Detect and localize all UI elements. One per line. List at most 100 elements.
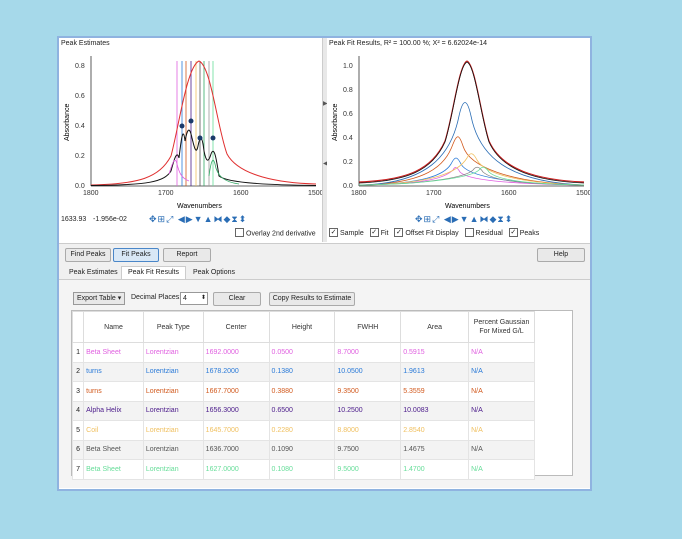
cell-center[interactable]: 1692.0000 [202,342,270,363]
hourglass-icon[interactable]: ⧗ [497,214,505,224]
header-fwhh[interactable]: FWHH [334,311,402,343]
cell-percent-gaussian[interactable]: N/A [468,342,535,363]
pan-icon[interactable]: ✥ [149,214,158,224]
export-table-dropdown[interactable]: Export Table ▾ [73,292,126,305]
zoom-fit-icon[interactable]: ⤢ [166,214,175,224]
table-row[interactable]: 4 Alpha Helix Lorentzian 1656.3000 0.6500 10.… [71,400,535,421]
expand-y-icon[interactable]: ⬍ [504,214,514,224]
table-row[interactable]: 3 turns Lorentzian 1667.7000 0.3880 9.3500 5.3… [71,381,535,402]
cell-percent-gaussian[interactable]: N/A [468,400,535,421]
find-peaks-button[interactable]: Find Peaks [65,248,111,262]
cell-fwhh[interactable]: 8.7000 [334,342,402,363]
fit-check[interactable]: ✓ [369,228,379,237]
cell-name[interactable]: Beta Sheet [83,342,144,363]
cell-area[interactable]: 5.3559 [400,381,470,402]
cell-peak-type[interactable]: Lorentzian [142,400,204,421]
splitter-arrow-right-icon[interactable]: ▶ [323,101,328,107]
arrow-up-icon[interactable]: ▲ [469,214,480,224]
expand-x-icon[interactable]: ⧓ [213,214,224,224]
offset-check[interactable]: ✓ [394,228,404,237]
cell-percent-gaussian[interactable]: N/A [468,420,535,441]
arrow-right-icon[interactable]: ▶ [451,214,460,224]
cell-center[interactable]: 1645.7000 [202,420,270,441]
checkbox-offset[interactable]: ✓ Offset Fit Display [394,228,459,237]
cell-center[interactable]: 1627.0000 [202,459,270,480]
spinner-arrows-icon[interactable]: ⬍ [200,295,206,301]
table-row[interactable]: 6 Beta Sheet Lorentzian 1636.7000 0.1090 9.75… [71,439,535,460]
residual-check[interactable] [464,228,474,237]
cell-height[interactable]: 0.1090 [268,439,336,460]
cell-peak-type[interactable]: Lorentzian [142,459,204,480]
cell-peak-type[interactable]: Lorentzian [142,361,204,382]
checkbox-sample[interactable]: ✓ Sample [329,228,364,237]
cell-height[interactable]: 0.3880 [268,381,336,402]
tab-peak-estimates[interactable]: Peak Estimates [69,269,118,276]
peak-estimates-plot[interactable]: 0.0 0.2 0.4 0.6 0.8 1800 1700 1600 1500 Absorba… [59,46,322,216]
table-row[interactable]: 7 Beta Sheet Lorentzian 1627.0000 0.1080 9.50… [71,459,535,480]
arrow-left-icon[interactable]: ◀ [443,214,452,224]
table-row[interactable]: 2 turns Lorentzian 1678.2000 0.1380 10.0500 1.… [71,361,535,382]
copy-results-button[interactable]: Copy Results to Estimate [269,292,355,306]
checkbox-fit[interactable]: ✓ Fit [369,228,388,237]
zoom-box-icon[interactable]: ⊞ [157,214,167,224]
arrow-down-icon[interactable]: ▼ [459,214,470,224]
cell-center[interactable]: 1636.7000 [202,439,270,460]
header-height[interactable]: Height [268,311,336,343]
cell-fwhh[interactable]: 10.0500 [334,361,402,382]
checkbox-residual[interactable]: Residual [464,228,503,237]
clear-button[interactable]: Clear [213,292,261,306]
help-button[interactable]: Help [537,248,585,262]
decimal-places-spinner[interactable]: 4 ⬍ [180,292,208,305]
cell-fwhh[interactable]: 8.8000 [334,420,402,441]
cell-name[interactable]: Coil [83,420,144,441]
cell-area[interactable]: 2.8540 [400,420,470,441]
pan-icon[interactable]: ✥ [415,214,424,224]
header-peak-type[interactable]: Peak Type [142,311,204,343]
expand-x-icon[interactable]: ⧓ [479,214,490,224]
cell-percent-gaussian[interactable]: N/A [468,361,535,382]
arrow-down-icon[interactable]: ▼ [193,214,204,224]
diamond-icon[interactable]: ◆ [489,214,498,224]
cell-center[interactable]: 1667.7000 [202,381,270,402]
left-plot-toolbar[interactable]: ✥⊞⤢ ◀▶▼▲⧓◆⧗⬍ [149,214,247,225]
cell-name[interactable]: Beta Sheet [83,439,144,460]
cell-height[interactable]: 0.1080 [268,459,336,480]
cell-peak-type[interactable]: Lorentzian [142,342,204,363]
cell-peak-type[interactable]: Lorentzian [142,439,204,460]
cell-area[interactable]: 0.5915 [400,342,470,363]
diamond-icon[interactable]: ◆ [223,214,232,224]
cell-fwhh[interactable]: 9.7500 [334,439,402,460]
checkbox-peaks[interactable]: ✓ Peaks [508,228,539,237]
overlay-2nd-derivative[interactable]: Overlay 2nd derivative [235,228,316,238]
cell-center[interactable]: 1678.2000 [202,361,270,382]
cell-name[interactable]: Beta Sheet [83,459,144,480]
header-area[interactable]: Area [400,311,470,343]
arrow-up-icon[interactable]: ▲ [203,214,214,224]
cell-area[interactable]: 1.9613 [400,361,470,382]
hourglass-icon[interactable]: ⧗ [231,214,239,224]
cell-fwhh[interactable]: 9.3500 [334,381,402,402]
cell-name[interactable]: Alpha Helix [83,400,144,421]
cell-center[interactable]: 1656.3000 [202,400,270,421]
arrow-right-icon[interactable]: ▶ [185,214,194,224]
header-percent-gaussian[interactable]: Percent Gaussian For Mixed G/L [468,311,535,343]
arrow-left-icon[interactable]: ◀ [177,214,186,224]
cell-name[interactable]: turns [83,361,144,382]
splitter-arrow-left-icon[interactable]: ◀ [323,161,328,167]
cell-percent-gaussian[interactable]: N/A [468,459,535,480]
cell-fwhh[interactable]: 10.2500 [334,400,402,421]
cell-peak-type[interactable]: Lorentzian [142,381,204,402]
header-center[interactable]: Center [202,311,270,343]
cell-area[interactable]: 10.0083 [400,400,470,421]
header-name[interactable]: Name [83,311,144,343]
cell-area[interactable]: 1.4675 [400,439,470,460]
cell-height[interactable]: 0.1380 [268,361,336,382]
fit-peaks-button[interactable]: Fit Peaks [113,248,159,262]
cell-height[interactable]: 0.0500 [268,342,336,363]
table-row[interactable]: 5 Coil Lorentzian 1645.7000 0.2280 8.8000 2.85… [71,420,535,441]
zoom-box-icon[interactable]: ⊞ [423,214,433,224]
cell-percent-gaussian[interactable]: N/A [468,381,535,402]
cell-fwhh[interactable]: 9.5000 [334,459,402,480]
cell-percent-gaussian[interactable]: N/A [468,439,535,460]
cell-height[interactable]: 0.2280 [268,420,336,441]
